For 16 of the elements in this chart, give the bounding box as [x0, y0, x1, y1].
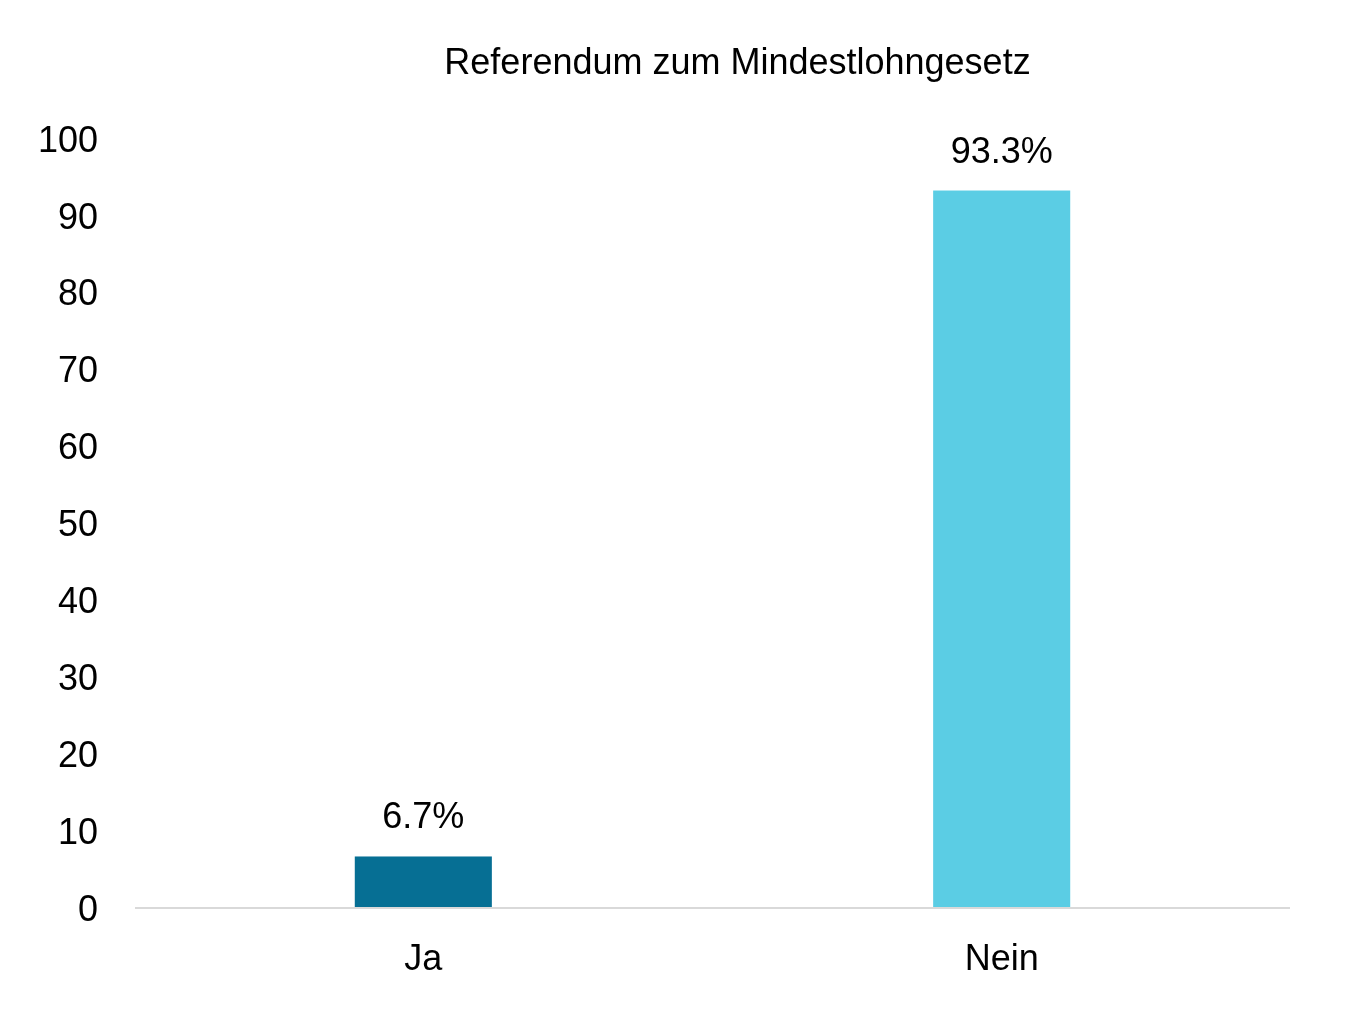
- data-label: 93.3%: [950, 129, 1053, 171]
- data-label: 6.7%: [382, 795, 465, 837]
- x-tick-label: Nein: [964, 937, 1039, 978]
- y-tick-label: 70: [57, 349, 98, 391]
- y-tick-label: 60: [57, 426, 98, 468]
- chart-title: Referendum zum Mindestlohngesetz: [444, 41, 1031, 82]
- y-tick-label: 50: [57, 503, 98, 545]
- y-tick-label: 0: [77, 887, 98, 929]
- y-tick-label: 100: [37, 118, 98, 160]
- x-tick-label: Ja: [404, 937, 444, 978]
- y-tick-label: 30: [57, 656, 98, 698]
- y-tick-label: 90: [57, 195, 98, 237]
- y-tick-label: 80: [57, 272, 98, 314]
- y-tick-label: 40: [57, 580, 98, 621]
- y-tick-label: 10: [57, 810, 98, 852]
- y-tick-label: 20: [57, 733, 98, 775]
